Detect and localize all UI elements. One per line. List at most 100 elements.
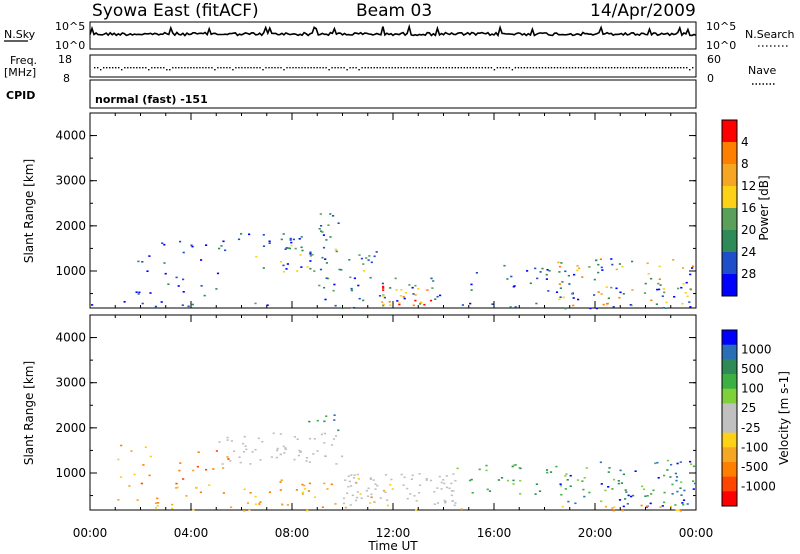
range-time-cell [512, 464, 515, 467]
range-time-cell [403, 476, 406, 479]
range-time-cell [613, 506, 616, 508]
range-time-cell [417, 288, 420, 290]
range-time-cell [353, 474, 356, 476]
range-time-cell [149, 292, 152, 294]
range-time-cell [91, 304, 94, 306]
range-time-cell [443, 499, 446, 502]
range-time-cell [348, 480, 351, 483]
range-time-cell [309, 260, 312, 262]
range-time-cell [135, 291, 138, 293]
range-time-cell [242, 442, 245, 445]
range-time-cell [157, 502, 160, 504]
range-time-cell [323, 432, 326, 435]
range-time-cell [268, 242, 271, 244]
range-time-cell [413, 495, 416, 497]
range-time-cell [341, 307, 344, 310]
range-time-cell [658, 278, 661, 280]
range-time-cell [541, 267, 544, 270]
range-time-cell [367, 259, 370, 261]
range-time-cell [282, 233, 285, 235]
range-time-cell [588, 266, 591, 268]
range-time-cell [282, 264, 285, 267]
range-time-cell [576, 269, 579, 272]
colorbar-segment [722, 274, 737, 297]
freq-point [94, 67, 96, 69]
freq-point [475, 67, 477, 69]
range-time-cell [301, 483, 304, 486]
range-time-cell [624, 498, 627, 500]
nave-bottom-tick: 0 [707, 72, 714, 85]
freq-point [466, 67, 468, 69]
range-time-cell [246, 502, 250, 504]
range-time-cell [164, 272, 167, 275]
range-time-cell [599, 461, 602, 464]
freq-point [559, 67, 562, 69]
range-time-cell [569, 485, 572, 487]
range-time-cell [220, 245, 223, 247]
range-time-cell [390, 478, 393, 481]
freq-point [100, 69, 102, 71]
range-time-cell [512, 483, 515, 485]
range-time-cell [348, 259, 351, 261]
range-time-cell [262, 267, 265, 269]
range-time-cell [182, 478, 185, 480]
colorbar-tick-label: -25 [741, 421, 761, 435]
range-time-cell [292, 238, 295, 241]
range-time-cell [430, 277, 433, 280]
freq-point [553, 67, 556, 69]
colorbar-tick-label: 1000 [741, 343, 772, 357]
range-time-cell [323, 286, 326, 289]
range-time-cell [548, 270, 551, 272]
range-time-cell [657, 282, 660, 285]
range-time-cell [304, 488, 307, 490]
range-time-cell [440, 481, 443, 484]
range-time-cell [402, 296, 405, 298]
freq-point [154, 67, 156, 69]
range-time-cell [604, 505, 608, 508]
freq-point [199, 67, 201, 69]
freq-point [502, 67, 505, 69]
range-time-cell [419, 303, 422, 305]
range-time-cell [181, 304, 184, 306]
freq-point [610, 67, 613, 69]
freq-point [388, 67, 390, 69]
freq-point [250, 67, 252, 69]
range-time-cell [652, 489, 655, 492]
x-tick-label: 16:00 [477, 526, 512, 540]
range-time-cell [254, 448, 257, 451]
range-time-cell [450, 482, 453, 485]
velocity-colorbar: 1000 500 100 25 -25 -100 -500 -1000 [721, 329, 776, 507]
range-time-cell [332, 438, 336, 440]
range-time-cell [322, 246, 326, 249]
range-time-cell [344, 506, 347, 509]
beam-title: Beam 03 [356, 1, 432, 21]
freq-point [301, 67, 303, 69]
power-axes: 1000 2000 3000 4000 [55, 113, 697, 308]
range-time-cell [398, 303, 401, 306]
freq-point [490, 67, 493, 69]
range-time-cell [444, 500, 447, 503]
range-time-cell [388, 301, 391, 303]
freq-point [376, 67, 378, 69]
range-time-cell [192, 469, 195, 472]
colorbar-tick-label: 28 [741, 267, 756, 281]
freq-point [646, 67, 649, 69]
freq-point [280, 67, 282, 69]
range-time-cell [683, 489, 686, 492]
range-time-cell [567, 500, 570, 503]
range-time-cell [327, 277, 330, 280]
range-time-cell [389, 484, 392, 486]
y-tick-label: 3000 [55, 174, 86, 188]
range-time-cell [254, 495, 257, 498]
range-time-cell [656, 288, 659, 291]
range-time-cell [355, 482, 358, 484]
range-time-cell [289, 237, 292, 240]
range-time-cell [656, 461, 659, 464]
range-time-cell [222, 240, 225, 243]
range-time-cell [382, 289, 385, 291]
range-time-cell [192, 508, 195, 511]
freq-point [304, 67, 306, 69]
range-time-cell [681, 267, 685, 269]
x-axis-label: Time UT [367, 539, 418, 553]
range-time-cell [545, 273, 548, 276]
